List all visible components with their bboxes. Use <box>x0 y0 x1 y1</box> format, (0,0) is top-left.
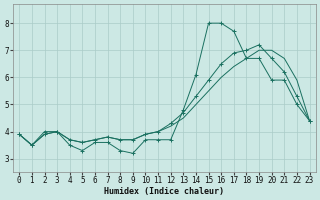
X-axis label: Humidex (Indice chaleur): Humidex (Indice chaleur) <box>104 187 224 196</box>
